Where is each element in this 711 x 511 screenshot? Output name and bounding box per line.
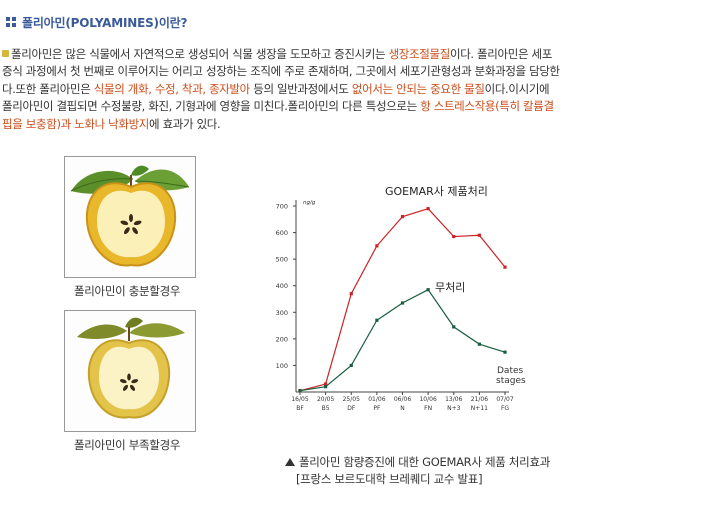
page-title-row: 폴리아민(POLYAMINES)이란?: [6, 14, 187, 30]
series-line-1: [299, 288, 506, 392]
deficient-apple-caption: 폴리아민이 부족할경우: [74, 438, 181, 452]
series-1-point: [375, 318, 379, 322]
x-tick-date-label: 21/06: [471, 396, 488, 403]
series-1-point: [452, 325, 456, 329]
x-tick-stage-label: FG: [501, 405, 509, 412]
x-tick-stage-label: N+11: [471, 405, 488, 412]
x-axis-name-line2: stages: [496, 376, 526, 386]
deficient-apple-image: [64, 310, 196, 432]
series-1-point: [298, 389, 302, 393]
intro-text: 폴리아민은 많은 식물에서 자연적으로 생성되어 식물 생장을 도모하고 증진시…: [11, 47, 389, 61]
x-tick-date-label: 20/05: [317, 396, 334, 403]
figure-caption-line1: 폴리아민 함량증진에 대한 GOEMAR사 제품 처리효과: [299, 455, 551, 469]
x-tick-date-label: 16/05: [291, 396, 308, 403]
highlighted-text: 없어서는 안되는 중요한 물질: [351, 81, 485, 96]
y-tick-label: 500: [276, 256, 288, 264]
series-1-point: [477, 342, 481, 346]
full-apple-image: [64, 156, 196, 278]
x-tick-date-label: 25/05: [343, 396, 360, 403]
x-tick-date-label: 06/06: [394, 396, 411, 403]
treated-series-label: GOEMAR사 제품처리: [385, 185, 488, 198]
series-0-point: [375, 244, 379, 248]
x-tick-stage-label: B5: [322, 405, 330, 412]
y-tick-label: 400: [276, 282, 288, 290]
x-tick-date-label: 07/07: [496, 396, 513, 403]
series-1-point: [324, 385, 328, 389]
highlighted-text: 식물의 개화, 수정, 착과, 종자발아: [93, 81, 250, 96]
series-0-point: [426, 207, 430, 211]
polyamine-line-chart: 100 200 300 400 500 600 700 ng/g 16/05 BF 20/05 B5 2…: [276, 185, 526, 412]
triangle-up-icon: [285, 458, 295, 466]
x-tick-stage-label: DF: [347, 405, 356, 412]
series-0-point: [349, 292, 353, 296]
y-tick-label: 100: [276, 362, 288, 370]
page-title: 폴리아민(POLYAMINES)이란?: [22, 15, 188, 30]
y-tick-label: 700: [276, 203, 288, 211]
x-tick-date-label: 01/06: [368, 396, 385, 403]
y-tick-label: 600: [276, 229, 288, 237]
intro-paragraph: 폴리아민은 많은 식물에서 자연적으로 생성되어 식물 생장을 도모하고 증진시…: [2, 46, 562, 133]
series-1-point: [349, 363, 353, 368]
series-0-point: [324, 382, 328, 386]
x-axis-name-line1: Dates: [497, 366, 524, 376]
series-1-point: [400, 301, 405, 305]
x-tick-stage-label: PF: [373, 405, 381, 412]
untreated-series-label: 무처리: [435, 281, 465, 294]
full-apple-caption: 폴리아민이 충분할경우: [74, 284, 181, 298]
series-line-0: [299, 207, 506, 392]
x-tick-stage-label: N: [400, 405, 405, 412]
series-1-point: [503, 350, 507, 354]
figure-caption-line2: [프랑스 보르도대학 브레퀘디 교수 발표]: [296, 472, 483, 486]
x-tick-date-label: 13/06: [445, 396, 462, 403]
intro-text: 등의 일반과정에서도: [249, 81, 352, 96]
series-0-point: [452, 234, 456, 239]
intro-text: 에 효과가 있다.: [149, 116, 221, 131]
series-0-point: [400, 215, 405, 219]
x-tick-stage-label: FN: [424, 405, 432, 412]
x-tick-stage-label: N+3: [447, 405, 461, 412]
grid-square-icon: [6, 17, 16, 27]
intro-text: 이다. 폴리아민은 세포증식 과정에서 첫 번째로 이루어지는 어리고 성장하는…: [2, 47, 560, 96]
highlighted-text: 항 스트레스작용(특히 칼륨결핍을 보충함)과 노화나 낙화방지: [2, 99, 554, 131]
x-tick-date-label: 10/06: [419, 396, 436, 403]
y-tick-label: 200: [276, 335, 288, 343]
figure-caption: 폴리아민 함량증진에 대한 GOEMAR사 제품 처리효과: [285, 454, 550, 470]
series-1-point: [426, 288, 430, 292]
series-0-point: [503, 265, 507, 269]
y-tick-label: 300: [276, 309, 288, 317]
highlighted-text: 생장조절물질: [388, 47, 451, 61]
small-square-bullet-icon: [2, 50, 9, 57]
y-axis-unit: ng/g: [303, 200, 316, 206]
intro-text: 이다.이시기에 폴리아민이 결핍되면 수정불량, 화진, 기형과에 영향을 미친…: [2, 81, 550, 114]
series-0-point: [477, 233, 481, 237]
x-tick-stage-label: BF: [296, 405, 304, 412]
